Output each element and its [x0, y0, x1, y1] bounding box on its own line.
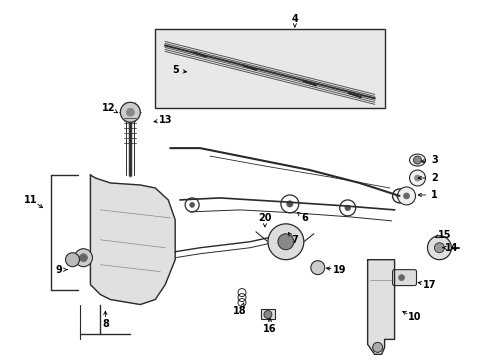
Text: 12: 12 — [102, 103, 115, 113]
Text: 10: 10 — [407, 312, 420, 323]
Circle shape — [414, 175, 420, 181]
Circle shape — [120, 102, 140, 122]
Circle shape — [189, 202, 194, 207]
Circle shape — [344, 205, 350, 211]
Text: 1: 1 — [430, 190, 437, 200]
Circle shape — [80, 254, 87, 262]
Text: 18: 18 — [233, 306, 246, 316]
Circle shape — [264, 310, 271, 319]
Text: 17: 17 — [422, 280, 435, 289]
Polygon shape — [90, 175, 175, 305]
FancyBboxPatch shape — [392, 270, 416, 285]
Polygon shape — [367, 260, 394, 354]
Text: 14: 14 — [444, 243, 457, 253]
Text: 20: 20 — [258, 213, 271, 223]
Text: 4: 4 — [291, 14, 298, 24]
Circle shape — [372, 342, 382, 352]
Bar — [155, 28, 384, 108]
Text: 5: 5 — [171, 66, 178, 76]
Circle shape — [397, 187, 415, 205]
Circle shape — [396, 193, 402, 199]
Circle shape — [427, 236, 450, 260]
Text: 3: 3 — [430, 155, 437, 165]
Circle shape — [310, 261, 324, 275]
Text: 19: 19 — [332, 265, 346, 275]
Circle shape — [267, 224, 303, 260]
Text: 8: 8 — [102, 319, 109, 329]
Text: 2: 2 — [430, 173, 437, 183]
Text: 16: 16 — [263, 324, 276, 334]
Circle shape — [286, 201, 292, 207]
Text: 6: 6 — [301, 213, 307, 223]
Text: 13: 13 — [158, 115, 172, 125]
Circle shape — [74, 249, 92, 267]
Ellipse shape — [408, 154, 425, 166]
Circle shape — [413, 156, 421, 164]
Circle shape — [398, 275, 404, 280]
Circle shape — [403, 193, 408, 199]
Circle shape — [408, 170, 425, 186]
Text: 7: 7 — [291, 235, 298, 245]
Circle shape — [277, 234, 293, 250]
Text: 11: 11 — [24, 195, 37, 205]
Circle shape — [126, 108, 134, 116]
Circle shape — [65, 253, 80, 267]
Text: 15: 15 — [437, 230, 450, 240]
Text: 9: 9 — [55, 265, 62, 275]
Bar — [261, 310, 274, 319]
Circle shape — [433, 243, 444, 253]
